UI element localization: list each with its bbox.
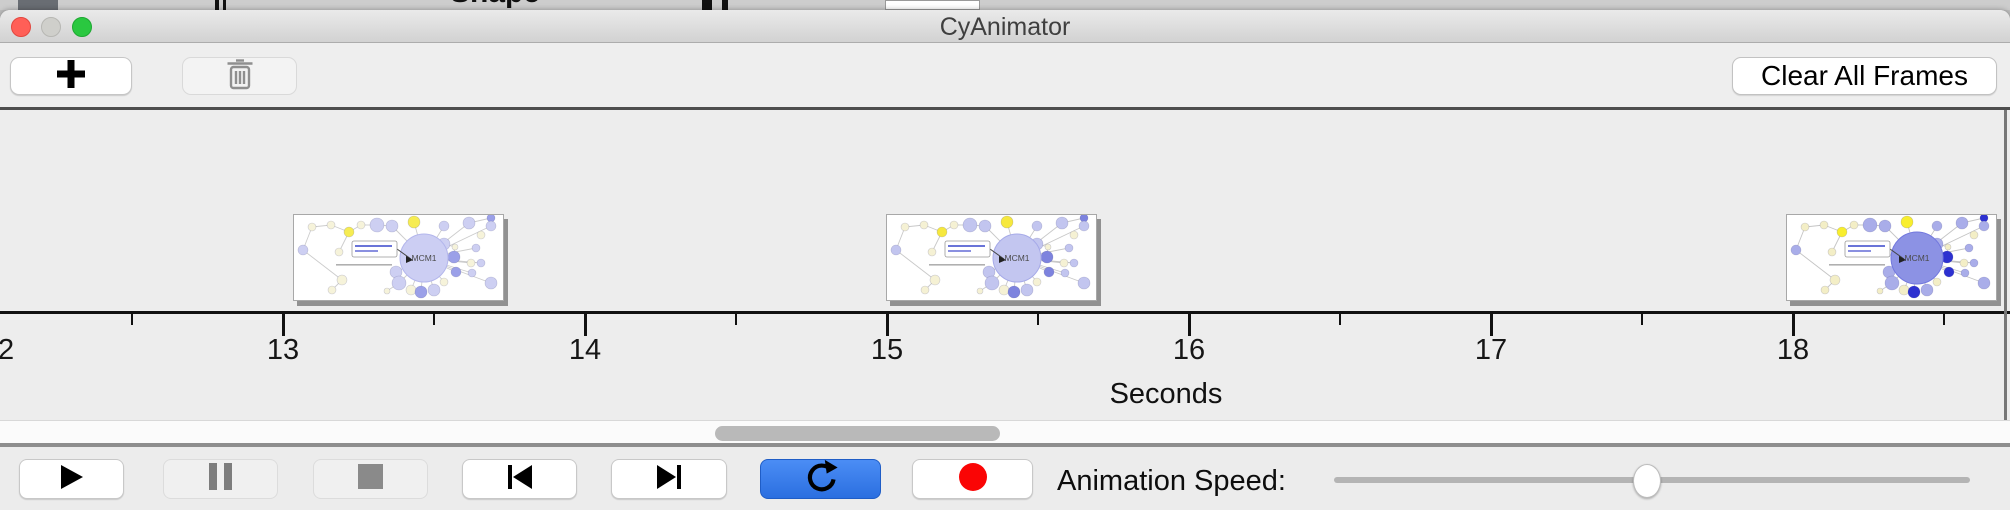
- toolbar: Clear All Frames: [0, 43, 2010, 107]
- zoom-button[interactable]: [72, 17, 92, 37]
- svg-text:MCM1: MCM1: [411, 253, 436, 263]
- add-frame-button[interactable]: [10, 57, 132, 95]
- skip-to-end-icon: [654, 464, 684, 495]
- stop-icon: [358, 464, 383, 494]
- minor-tick: [1641, 314, 1643, 325]
- minimize-button[interactable]: [41, 17, 61, 37]
- background-fragment: [223, 0, 226, 10]
- cyanimator-window: CyAnimator Clear All Frames: [0, 10, 2010, 510]
- minor-tick: [1037, 314, 1039, 325]
- stop-button[interactable]: [313, 459, 428, 499]
- timeline-scrollbar-track[interactable]: [0, 420, 2010, 447]
- tick-label: 16: [1172, 334, 1206, 366]
- svg-text:MCM1: MCM1: [1904, 253, 1929, 263]
- pause-button[interactable]: [163, 459, 278, 499]
- timeline-panel[interactable]: 12 13 14 15 16 17 18 MCM1 MCM1 MCM1 Seconds: [0, 110, 2010, 420]
- skip-to-start-icon: [505, 464, 535, 495]
- background-fragment: [885, 0, 980, 10]
- background-window-strip: Shape: [0, 0, 2010, 10]
- animation-speed-label: Animation Speed:: [1057, 465, 1286, 497]
- major-tick: [1792, 314, 1795, 336]
- minor-tick: [433, 314, 435, 325]
- tick-label: 12: [0, 334, 15, 366]
- background-fragment: [702, 0, 712, 10]
- panel-divider: [0, 107, 2010, 110]
- background-fragment: [215, 0, 219, 10]
- transport-bar: Animation Speed:: [0, 447, 2010, 510]
- record-button[interactable]: [912, 459, 1033, 499]
- play-icon: [58, 464, 85, 495]
- frame-thumbnail-13s[interactable]: MCM1: [293, 214, 504, 301]
- record-icon: [958, 462, 988, 497]
- loop-icon: [802, 458, 840, 501]
- timeline-axis: [0, 311, 2010, 314]
- window-title: CyAnimator: [939, 13, 1071, 41]
- close-button[interactable]: [11, 17, 31, 37]
- skip-to-end-button[interactable]: [611, 459, 727, 499]
- background-shape-label: Shape: [450, 0, 540, 10]
- minor-tick: [1943, 314, 1945, 325]
- minor-tick: [1339, 314, 1341, 325]
- tick-label: 17: [1474, 334, 1508, 366]
- animation-speed-slider-thumb[interactable]: [1632, 464, 1661, 498]
- major-tick: [1490, 314, 1493, 336]
- major-tick: [282, 314, 285, 336]
- skip-to-start-button[interactable]: [462, 459, 577, 499]
- tick-label: 15: [870, 334, 904, 366]
- axis-unit-label: Seconds: [1109, 378, 1223, 410]
- trash-icon: [225, 57, 255, 95]
- delete-frame-button[interactable]: [182, 57, 297, 95]
- window-right-border: [2004, 110, 2007, 420]
- major-tick: [1188, 314, 1191, 336]
- minor-tick: [131, 314, 133, 325]
- timeline-scrollbar-thumb[interactable]: [715, 426, 1000, 441]
- svg-text:MCM1: MCM1: [1004, 253, 1029, 263]
- background-fragment: [722, 0, 728, 10]
- tick-label: 14: [568, 334, 602, 366]
- clear-all-frames-button[interactable]: Clear All Frames: [1732, 57, 1997, 95]
- plus-icon: [56, 59, 86, 94]
- loop-button[interactable]: [760, 459, 881, 499]
- tick-label: 13: [266, 334, 300, 366]
- frame-thumbnail-18s[interactable]: MCM1: [1786, 214, 1997, 301]
- play-button[interactable]: [19, 459, 124, 499]
- background-fragment: [18, 0, 58, 10]
- pause-icon: [209, 463, 232, 495]
- frame-thumbnail-15s[interactable]: MCM1: [886, 214, 1097, 301]
- minor-tick: [735, 314, 737, 325]
- tick-label: 18: [1776, 334, 1810, 366]
- major-tick: [584, 314, 587, 336]
- major-tick: [886, 314, 889, 336]
- titlebar[interactable]: CyAnimator: [0, 10, 2010, 43]
